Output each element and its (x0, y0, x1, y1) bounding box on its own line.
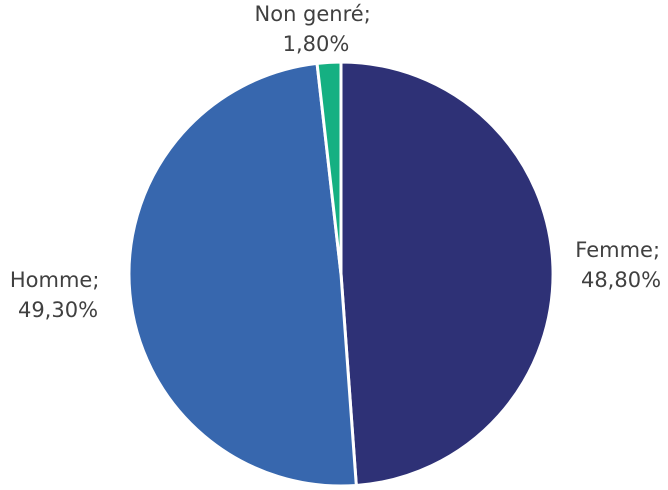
pie-slice-homme (127, 61, 358, 488)
pie-labels: Femme; 48,80% Homme; 49,30% Non genré; 1… (10, 2, 666, 322)
slice-label-non-genre: Non genré; 1,80% (255, 2, 378, 56)
slice-label-homme: Homme; 49,30% (10, 268, 106, 322)
pie-slices (127, 60, 555, 488)
slice-label-femme: Femme; 48,80% (575, 238, 666, 292)
pie-slice-femme (339, 60, 555, 487)
pie-slice-non-genr (315, 60, 343, 276)
